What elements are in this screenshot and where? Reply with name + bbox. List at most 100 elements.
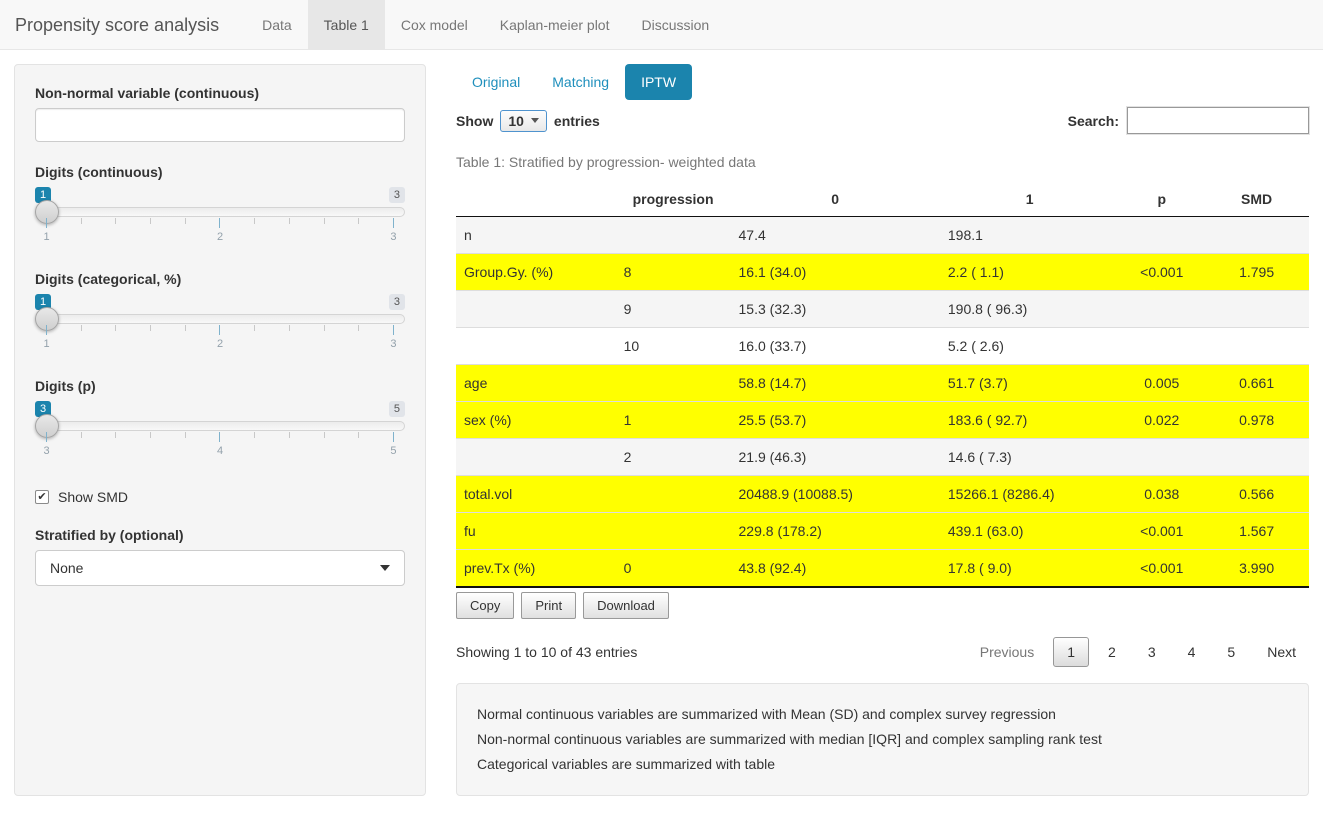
footnote-line: Categorical variables are summarized wit…: [477, 756, 776, 772]
table-cell: 2.2 ( 1.1): [939, 253, 1120, 291]
slider-tick: [46, 325, 47, 335]
navbar-tab-table-1[interactable]: Table 1: [307, 0, 385, 49]
page-button-4[interactable]: 4: [1187, 644, 1196, 660]
table-cell: 17.8 ( 9.0): [939, 549, 1120, 587]
table-cell: [615, 216, 731, 254]
table-cell: 229.8 (178.2): [730, 512, 940, 550]
table-row: 9 15.3 (32.3) 190.8 ( 96.3): [456, 290, 1309, 328]
show-smd-checkbox-row[interactable]: ✔ Show SMD: [35, 489, 405, 505]
table-row: prev.Tx (%) 0 43.8 (92.4) 17.8 ( 9.0) <0.001…: [456, 549, 1309, 587]
entries-select-value: 10: [508, 112, 524, 129]
table-row: n 47.4 198.1: [456, 216, 1309, 254]
table-header-row: progression 0 1 p SMD: [456, 182, 1309, 217]
slider-tick: [323, 432, 325, 438]
column-header-0[interactable]: 0: [730, 182, 940, 217]
slider-value-badge: 1: [35, 187, 52, 204]
show-smd-checkbox[interactable]: ✔: [35, 490, 49, 504]
table-cell: 3.990: [1204, 549, 1309, 587]
print-button[interactable]: Print: [521, 592, 577, 619]
pagination: Previous 1 2 3 4 5 Next: [961, 637, 1309, 667]
download-button[interactable]: Download: [583, 592, 669, 619]
table-row: fu 229.8 (178.2) 439.1 (63.0) <0.001 1.567: [456, 512, 1309, 550]
pill-iptw[interactable]: IPTW: [625, 64, 693, 100]
slider-tick: [184, 325, 186, 331]
slider-tick-labels: 3 4 5: [44, 445, 397, 459]
slider-tick: [150, 218, 152, 224]
navbar-tab-kaplan-meier-plot[interactable]: Kaplan-meier plot: [499, 17, 610, 33]
table-cell: [615, 475, 731, 513]
slider-tick-label: 2: [216, 338, 224, 350]
slider-track[interactable]: [35, 314, 405, 324]
table-cell: 16.0 (33.7): [730, 327, 940, 365]
slider-tick: [46, 218, 47, 228]
copy-button[interactable]: Copy: [456, 592, 515, 619]
table-cell: 47.4: [730, 216, 940, 254]
pill-matching[interactable]: Matching: [552, 74, 610, 90]
slider-tick: [46, 432, 47, 442]
slider-label: Digits (p): [35, 378, 96, 394]
nonnormal-variable-input[interactable]: [35, 108, 405, 142]
search-input[interactable]: [1127, 107, 1309, 134]
pill-original[interactable]: Original: [472, 74, 521, 90]
chevron-down-icon: [380, 565, 390, 571]
slider-tick: [392, 432, 394, 442]
navbar-tab-data[interactable]: Data: [262, 17, 292, 33]
slider-tick: [254, 218, 256, 224]
table-cell: 190.8 ( 96.3): [939, 290, 1120, 328]
navbar-tab-cox-model[interactable]: Cox model: [400, 17, 468, 33]
page-button-1[interactable]: 1: [1053, 637, 1090, 667]
table-cell: [1119, 327, 1205, 365]
table-cell: [456, 327, 616, 365]
slider-tick-label: 3: [390, 338, 397, 350]
slider-tick: [254, 432, 256, 438]
entries-length-control: Show 10 entries: [456, 109, 600, 132]
slider-tick: [150, 325, 152, 331]
table-cell: [1119, 216, 1205, 254]
table-cell: 8: [615, 253, 731, 291]
column-header-smd[interactable]: SMD: [1204, 182, 1309, 217]
column-header-p[interactable]: p: [1119, 182, 1205, 217]
table-cell: sex (%): [456, 401, 616, 439]
entries-info: Showing 1 to 10 of 43 entries: [456, 644, 638, 660]
footnotes-panel: Normal continuous variables are summariz…: [456, 683, 1309, 796]
slider-tick: [288, 325, 290, 331]
slider-tick-labels: 1 2 3: [44, 231, 397, 245]
slider-tick: [392, 325, 394, 335]
table-cell: [1204, 216, 1309, 254]
next-page-button[interactable]: Next: [1267, 644, 1296, 660]
table-cell: 15.3 (32.3): [730, 290, 940, 328]
column-header-progression[interactable]: progression: [615, 182, 731, 217]
column-header-1[interactable]: 1: [939, 182, 1120, 217]
slider-tick: [288, 432, 290, 438]
table-cell: 25.5 (53.7): [730, 401, 940, 439]
column-header-rowname[interactable]: [456, 182, 616, 217]
table-row: age 58.8 (14.7) 51.7 (3.7) 0.005 0.661: [456, 364, 1309, 402]
slider-tick-label: 5: [390, 445, 397, 457]
slider-handle[interactable]: [35, 307, 59, 331]
table-cell: fu: [456, 512, 616, 550]
show-smd-label: Show SMD: [58, 489, 129, 505]
slider-tick-label: 3: [390, 231, 397, 243]
table-cell: <0.001: [1119, 549, 1205, 587]
table-cell: 0: [615, 549, 731, 587]
page-button-2[interactable]: 2: [1108, 644, 1116, 660]
table-row: sex (%) 1 25.5 (53.7) 183.6 ( 92.7) 0.022 0.9…: [456, 401, 1309, 439]
slider-tick: [288, 218, 290, 224]
search-label: Search:: [1067, 112, 1119, 129]
previous-page-button[interactable]: Previous: [979, 644, 1035, 660]
slider-ticks: [46, 432, 394, 442]
slider-track[interactable]: [35, 421, 405, 431]
entries-select[interactable]: 10: [500, 109, 547, 132]
slider-value-badge: 3: [35, 401, 52, 418]
slider-handle[interactable]: [35, 200, 59, 224]
stratified-by-select[interactable]: None: [35, 550, 405, 586]
page-button-5[interactable]: 5: [1227, 644, 1236, 660]
slider-widget: 1 3 1 2 3: [35, 294, 405, 356]
slider-tick: [184, 218, 186, 224]
page-button-3[interactable]: 3: [1147, 644, 1156, 660]
slider-handle[interactable]: [35, 414, 59, 438]
navbar-tab-discussion[interactable]: Discussion: [641, 17, 710, 33]
slider-track[interactable]: [35, 207, 405, 217]
slider-group-digits-continuous: Digits (continuous) 1 3 1 2 3: [35, 164, 405, 249]
slider-value-badge: 1: [35, 294, 52, 311]
